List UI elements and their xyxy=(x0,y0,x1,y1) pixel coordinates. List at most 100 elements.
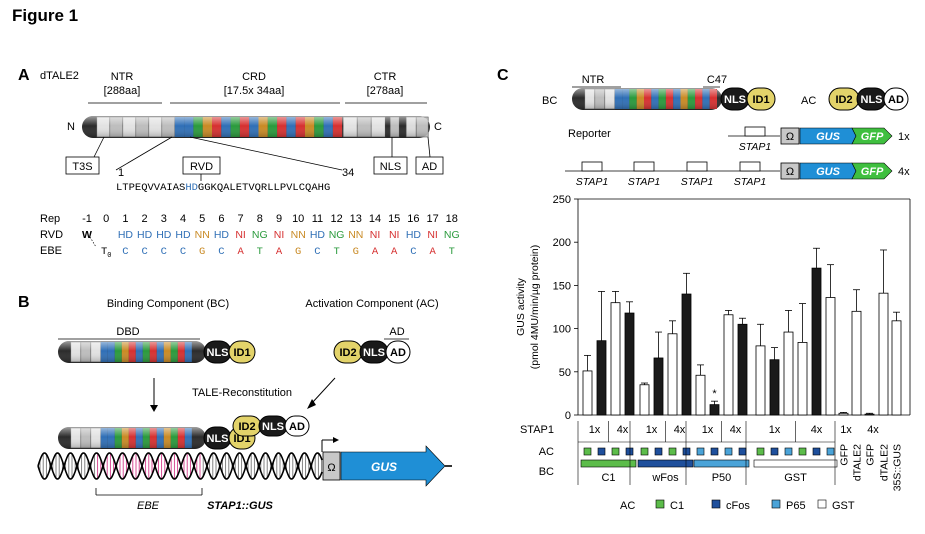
tale-id2-text: ID2 xyxy=(238,421,255,433)
bar-C1-1x-cFos xyxy=(596,340,607,416)
stap1-copies: 4x xyxy=(674,424,686,436)
omega-box xyxy=(780,162,800,180)
bar-P50-4x-cFos xyxy=(737,323,748,416)
ntr-label: NTR xyxy=(111,71,134,83)
ebe-cell: G xyxy=(295,246,301,258)
y-tick-label: 200 xyxy=(553,237,571,249)
activation-component-bar: ID2 NLS AD xyxy=(333,340,411,364)
legend-label: cFos xyxy=(726,500,750,512)
construct-name: dTALE2 xyxy=(40,70,79,82)
bc-indicator-C1 xyxy=(580,459,637,468)
n-terminus: N xyxy=(67,121,75,133)
rvd-cell: HD xyxy=(310,229,326,241)
bar-wFos-1x-cFos xyxy=(653,357,664,416)
ntr-label-c: NTR xyxy=(582,74,605,86)
repeat-start: 1 xyxy=(118,167,124,179)
rep-number: -1 xyxy=(82,213,92,225)
y-tick-label: 100 xyxy=(553,324,571,336)
ac-indicator xyxy=(826,447,835,456)
ac-indicator xyxy=(640,447,649,456)
bc-id1 xyxy=(228,340,256,364)
c-ac-ad xyxy=(883,87,909,111)
rvd-cell: HD xyxy=(214,229,230,241)
ac-indicator xyxy=(798,447,807,456)
stap1-copies: 1x xyxy=(589,424,601,436)
copy-number: 4x xyxy=(898,166,910,178)
tale-bar-shade xyxy=(58,427,206,449)
legend-label: C1 xyxy=(670,500,684,512)
c-bc-bar-shade xyxy=(572,88,722,110)
copy-number: 1x xyxy=(898,131,910,143)
ac-title: Activation Component (AC) xyxy=(305,298,438,310)
ebe-cell: A xyxy=(237,246,244,258)
ebe-cell: C xyxy=(180,246,186,258)
bc-indicator-P50 xyxy=(693,459,750,468)
ac-nls-text: NLS xyxy=(363,347,385,359)
ac-ad-text: AD xyxy=(390,347,406,359)
crd-size: [17.5x 34aa] xyxy=(224,85,285,97)
bc-indicator-GST xyxy=(753,459,838,468)
stap1-label: STAP1 xyxy=(576,176,608,188)
ebe-cell: A xyxy=(372,246,379,258)
control-bar-35S::GUS xyxy=(891,320,902,416)
tale-ad xyxy=(284,415,310,437)
omega-text: Ω xyxy=(786,166,794,178)
ebe-cell: A xyxy=(276,246,283,258)
rvd-cell: NG xyxy=(252,229,268,241)
ebe-cell: C xyxy=(122,246,128,258)
control-label: 35S::GUS xyxy=(892,444,904,491)
panel-b-label: B xyxy=(18,294,30,311)
rep-number: 16 xyxy=(407,213,419,225)
rep-number: 11 xyxy=(312,213,323,225)
dna-strand-1 xyxy=(37,452,323,480)
gus-text: GUS xyxy=(816,166,841,178)
rep-number: 4 xyxy=(180,213,186,225)
c47-label: C47 xyxy=(707,74,727,86)
repeat-sequence: LTPEQVVAIASHDGGKQALETVQRLLPVLCQAHG xyxy=(116,182,330,194)
rep-number: 8 xyxy=(257,213,263,225)
c-ac-id2-text: ID2 xyxy=(835,94,852,106)
rvd-cell: HD xyxy=(406,229,422,241)
tale-ad-text: AD xyxy=(289,421,305,433)
rvd-cell: NG xyxy=(444,229,460,241)
bar-P50-1x-cFos xyxy=(709,404,720,416)
dbd-label: DBD xyxy=(116,326,139,338)
bar-P50-4x-P65 xyxy=(723,314,734,416)
rvd-cell: NI xyxy=(274,229,285,241)
figure-title: Figure 1 xyxy=(12,6,79,25)
rvd-cell: NN xyxy=(195,229,210,241)
ac-indicator xyxy=(710,447,719,456)
control-label: dTALE2 xyxy=(879,444,891,481)
y-axis-label: GUS activity xyxy=(515,277,527,336)
gfp-text: GFP xyxy=(861,131,884,143)
rvd-cell: NN xyxy=(291,229,306,241)
ebe-cell: C xyxy=(314,246,320,258)
rep-number: 2 xyxy=(142,213,148,225)
control-label: dTALE2 xyxy=(852,444,864,481)
bar-GST-4x-P65 xyxy=(825,297,836,416)
ebe-cell: T xyxy=(449,246,455,258)
legend-swatch xyxy=(771,499,781,509)
ac-indicator xyxy=(682,447,691,456)
stap1-box xyxy=(739,161,761,172)
rep-number: 0 xyxy=(103,213,109,225)
stap1-row-label: STAP1 xyxy=(520,424,554,436)
ac-id2-text: ID2 xyxy=(339,347,356,359)
rep-number: 15 xyxy=(388,213,400,225)
stap1-label: STAP1 xyxy=(628,176,660,188)
c-ac-ad-text: AD xyxy=(888,94,904,106)
bc-name: P50 xyxy=(712,472,732,484)
rvd-cell: NI xyxy=(427,229,438,241)
bar-C1-4x-cFos xyxy=(624,312,635,416)
bc-row-label: BC xyxy=(539,466,554,478)
rvd-cell: HD xyxy=(175,229,191,241)
ac-indicator xyxy=(654,447,663,456)
ebe-row-label: EBE xyxy=(40,245,62,257)
rvd-row-label: RVD xyxy=(40,229,63,241)
gfp-arrow xyxy=(851,162,893,180)
ac-indicator xyxy=(756,447,765,456)
control-label: GFP xyxy=(839,444,851,466)
ad-label: AD xyxy=(389,326,404,338)
